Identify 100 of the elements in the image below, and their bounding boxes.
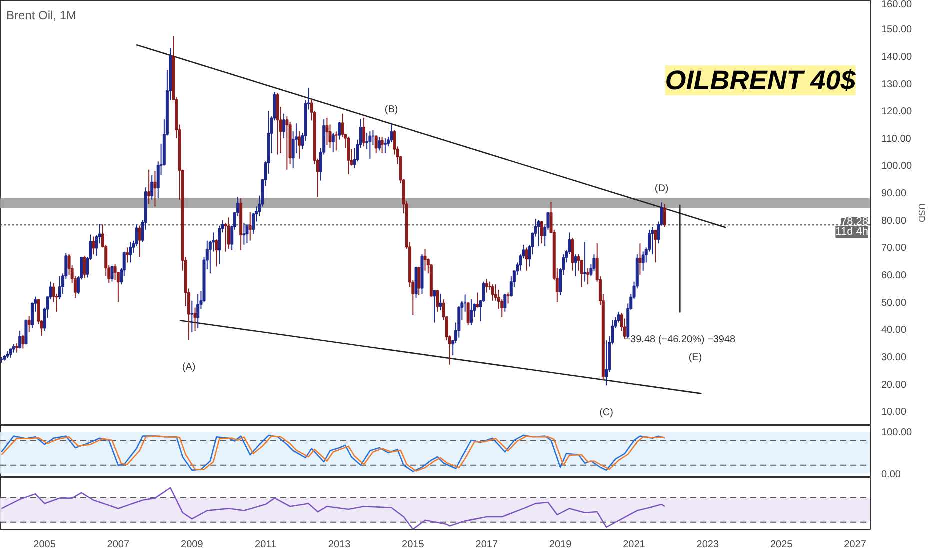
candlestick (436, 290, 440, 312)
x-tick-label: 2017 (476, 540, 498, 550)
candlestick (418, 266, 421, 296)
candlestick (16, 343, 19, 354)
candlestick (439, 294, 442, 312)
candlestick (110, 265, 114, 282)
y-tick-label: 0.00 (882, 469, 902, 480)
annotation: (B) (384, 104, 398, 116)
candlestick (638, 243, 642, 276)
candlestick (28, 315, 31, 333)
candlestick (150, 174, 154, 200)
y-tick-label: 110.00 (882, 134, 912, 145)
x-tick-label: 2011 (255, 540, 277, 550)
y-tick-label: 80.00 (882, 216, 907, 227)
candlestick (196, 294, 200, 329)
candlestick (83, 255, 86, 279)
candlestick (574, 254, 578, 277)
y-tick-label: 50.00 (882, 298, 907, 309)
candlestick (390, 122, 394, 144)
y-tick-label: 150.00 (882, 24, 913, 36)
candlestick (58, 276, 62, 300)
x-tick-label: 2007 (107, 540, 130, 550)
candlestick (246, 224, 249, 244)
y-tick-label: 140.00 (882, 52, 913, 63)
text: Brent Oil, 1M (6, 8, 77, 22)
y-tick-label: 60.00 (882, 270, 907, 282)
x-tick-label: 2027 (844, 540, 867, 550)
candlestick (154, 170, 157, 208)
x-tick-label: 2013 (328, 540, 352, 550)
candlestick (374, 135, 378, 154)
candlestick (491, 284, 494, 302)
candlestick (341, 113, 344, 138)
candlestick (571, 238, 574, 272)
y-tick-label: 40.00 (882, 325, 907, 336)
x-tick-label: 2015 (402, 540, 425, 550)
y-tick-label: 160.00 (882, 0, 913, 10)
y-tick-label: 20.00 (882, 380, 907, 391)
candlestick (362, 117, 366, 148)
candlestick (470, 299, 473, 326)
candlestick (433, 290, 436, 324)
candlestick (378, 136, 381, 152)
x-tick-label: 2019 (549, 540, 572, 550)
candlestick (92, 236, 96, 256)
candlestick (368, 131, 372, 160)
y-tick-label: 10.00 (882, 407, 907, 418)
annotation: −39.48 (−46.20%) −3948 (624, 334, 736, 346)
candlestick (584, 242, 587, 282)
ref-line-label: 78.28 (840, 216, 869, 228)
candlestick (242, 222, 246, 246)
candlestick (537, 220, 540, 247)
candlestick (215, 238, 218, 268)
annotation: (A) (182, 362, 196, 374)
y-tick-label: 120.00 (882, 106, 913, 118)
x-tick-label: 2009 (181, 540, 204, 550)
candlestick (540, 221, 544, 244)
annotation: (C) (600, 408, 614, 419)
candlestick (334, 131, 338, 152)
annotation: OILBRENT 40$ (665, 66, 857, 96)
x-tick-label: 2023 (696, 540, 720, 550)
candlestick (651, 226, 654, 256)
x-tick-label: 2021 (623, 540, 646, 550)
annotation: (D) (654, 184, 669, 195)
candlestick (24, 320, 28, 346)
candlestick (126, 247, 130, 264)
candlestick (424, 248, 427, 272)
candlestick (476, 292, 480, 308)
candlestick (18, 330, 22, 350)
candlestick (586, 268, 590, 286)
candlestick (282, 113, 286, 139)
candlestick (506, 292, 510, 304)
candlestick (190, 300, 194, 333)
candlestick (663, 203, 666, 228)
y-tick-label: 70.00 (882, 243, 907, 254)
candlestick (605, 340, 608, 386)
candlestick (148, 169, 151, 204)
candlestick (504, 294, 507, 312)
candlestick (138, 225, 142, 258)
candlestick (248, 212, 252, 242)
annotation: (E) (688, 352, 702, 364)
candlestick (380, 136, 384, 154)
candlestick (286, 116, 289, 170)
x-tick-label: 2005 (34, 540, 56, 550)
y-tick-label: 100.00 (882, 428, 913, 439)
candlestick (114, 264, 117, 281)
candlestick (654, 229, 658, 264)
candlestick (22, 334, 25, 350)
candlestick (338, 122, 342, 140)
candlestick (326, 117, 329, 146)
candlestick (384, 138, 387, 154)
y-tick-label: 90.00 (882, 188, 907, 200)
x-tick-label: 2025 (770, 540, 794, 550)
candlestick (485, 278, 488, 294)
annotation: 11d 4h (836, 226, 868, 238)
candlestick (227, 217, 230, 250)
candlestick (466, 302, 470, 326)
y-tick-label: 130.00 (882, 79, 913, 90)
candlestick (642, 251, 645, 272)
candlestick (9, 348, 12, 359)
candlestick (347, 136, 350, 175)
y-tick-label: 100.00 (882, 161, 913, 172)
